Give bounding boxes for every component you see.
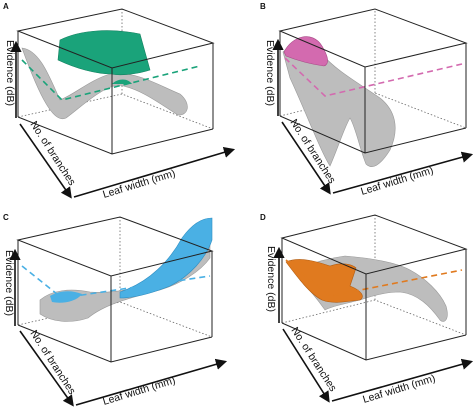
- panel-c-letter: C: [3, 213, 9, 222]
- panel-a-highlight-notch: [112, 79, 132, 84]
- panel-b-letter: B: [260, 2, 266, 11]
- panel-b-highlight-region: [283, 36, 328, 67]
- panel-b-surface: [282, 42, 396, 167]
- panel-a-dashed-line: [21, 59, 201, 101]
- panel-c-dashed-line: [21, 265, 211, 299]
- panel-c-ylabel: Evidence (dB): [3, 250, 15, 316]
- panel-a-xlabel: Leaf width (mm): [101, 167, 177, 200]
- panel-a-letter: A: [3, 2, 9, 11]
- panel-a-highlight-region: [57, 30, 151, 76]
- panel-b-ylabel: Evidence (dB): [264, 40, 276, 106]
- panel-a: A Evidence (dB) No. of branches Leaf wid…: [3, 2, 236, 201]
- panel-d-bottom-edges: [281, 322, 467, 361]
- panel-c: C Evidence (dB) No. of branches Leaf wid…: [3, 213, 228, 408]
- panel-a-x-axis-arrow: [73, 146, 236, 198]
- panel-c-bottom-edges: [17, 324, 213, 363]
- panel-b-x-axis-arrow: [332, 151, 474, 194]
- panel-b: B Evidence (dB) No. of branches Leaf wid…: [260, 2, 474, 198]
- panel-a-surface: [21, 47, 188, 120]
- panel-d-x-axis-arrow: [331, 358, 474, 402]
- panel-c-z-axis-arrow: [19, 330, 74, 407]
- panel-b-xlabel: Leaf width (mm): [359, 164, 435, 197]
- panel-b-z-axis-arrow: [281, 121, 331, 195]
- panel-d-z-axis-arrow: [282, 328, 330, 403]
- panel-a-zlabel: No. of branches: [27, 119, 77, 188]
- panel-d-zlabel: No. of branches: [288, 325, 338, 394]
- panel-c-highlight-region: [119, 217, 213, 299]
- panel-b-bottom-edges: [279, 115, 467, 154]
- panel-a-z-axis-arrow: [19, 123, 72, 199]
- panel-d-letter: D: [260, 213, 266, 222]
- panel-d-ylabel: Evidence (dB): [265, 246, 277, 312]
- panel-c-xlabel: Leaf width (mm): [101, 374, 177, 407]
- panel-b-dashed-line: [284, 57, 463, 97]
- panel-a-ylabel: Evidence (dB): [4, 40, 16, 106]
- panel-d: D Evidence (dB) No. of branches Leaf wid…: [260, 213, 474, 406]
- panel-d-highlight-region: [285, 259, 363, 303]
- panel-a-bottom-edges: [17, 116, 214, 155]
- panel-c-x-axis-arrow: [75, 358, 228, 406]
